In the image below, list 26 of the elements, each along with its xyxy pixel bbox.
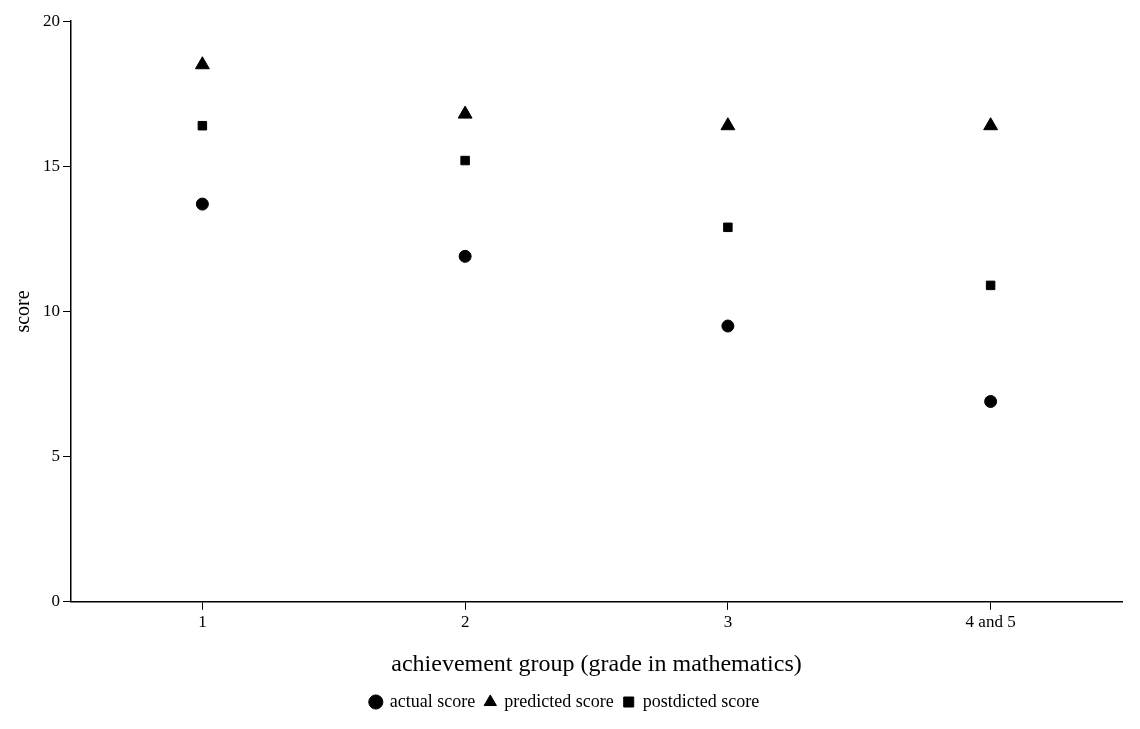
legend-label: postdicted score bbox=[642, 690, 760, 711]
y-tick-label: 15 bbox=[43, 155, 60, 175]
point bbox=[194, 56, 210, 70]
point bbox=[197, 120, 208, 131]
x-axis-title: achievement group (grade in mathematics) bbox=[391, 649, 802, 676]
x-tick-label: 4 and 5 bbox=[965, 612, 1016, 632]
legend-label: predicted score bbox=[504, 690, 614, 711]
y-tick-label: 20 bbox=[43, 10, 60, 30]
point bbox=[458, 249, 472, 263]
point bbox=[985, 280, 996, 291]
point bbox=[723, 222, 733, 233]
legend-label: actual score bbox=[389, 690, 476, 711]
point bbox=[195, 197, 209, 211]
point bbox=[983, 117, 999, 131]
point bbox=[457, 105, 473, 119]
x-tick-label: 3 bbox=[723, 612, 733, 632]
point bbox=[720, 117, 736, 131]
y-tick-label: 5 bbox=[51, 446, 60, 466]
point bbox=[721, 319, 735, 333]
point bbox=[984, 394, 998, 408]
x-tick-label: 1 bbox=[198, 612, 207, 632]
y-axis-title: score bbox=[11, 290, 34, 333]
x-tick-label: 2 bbox=[460, 612, 470, 632]
y-tick-label: 10 bbox=[43, 300, 60, 320]
y-tick-label: 0 bbox=[51, 591, 60, 611]
point bbox=[460, 155, 470, 166]
